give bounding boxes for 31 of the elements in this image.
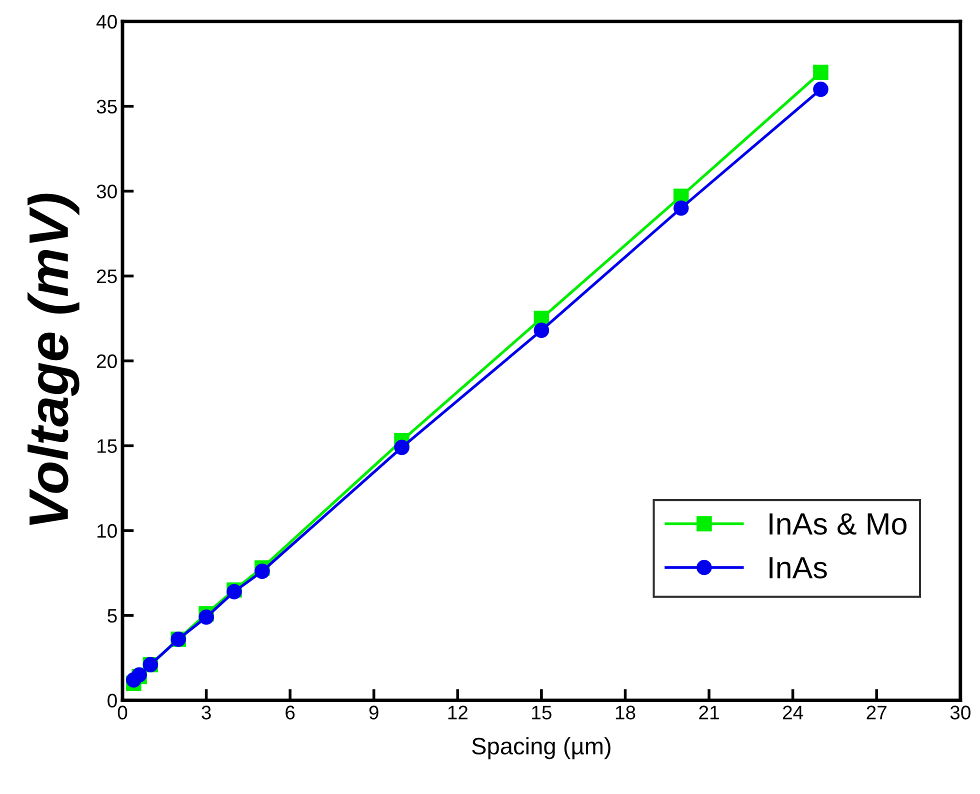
x-tick-label: 30: [950, 706, 970, 720]
x-tick-label: 21: [699, 706, 719, 720]
point: [534, 322, 550, 338]
y-axis-title: Voltage (mV): [28, 194, 80, 525]
y-tick-label: 10: [97, 524, 117, 538]
point: [813, 64, 828, 80]
point: [394, 440, 410, 456]
y-tick-label: 35: [96, 100, 117, 114]
x-tick-label: 18: [616, 706, 636, 720]
point: [198, 610, 214, 625]
x-tick-label: 27: [866, 706, 886, 720]
x-tick-label: 6: [286, 706, 295, 720]
y-tick-label: 30: [96, 184, 117, 198]
x-tick-label: 3: [202, 706, 211, 720]
y-tick-label: 40: [96, 14, 117, 29]
legend-label: InAs & Mo: [770, 513, 906, 535]
x-tick-label: 0: [118, 706, 128, 720]
x-tick-label: 24: [782, 706, 804, 720]
x-tick-label: 15: [532, 706, 552, 720]
y-tick-label: 5: [108, 609, 117, 623]
point: [254, 564, 270, 579]
legend-label: InAs: [770, 557, 827, 579]
y-tick-label: 15: [97, 439, 117, 453]
y-tick-label: 20: [96, 354, 117, 368]
point: [673, 200, 689, 216]
x-tick-label: 12: [448, 706, 468, 720]
y-tick-label: 25: [96, 269, 117, 284]
x-tick-label: 9: [369, 706, 378, 720]
x-axis-title: Spacing (µm): [472, 737, 610, 760]
point: [813, 82, 828, 97]
y-tick-label: 0: [108, 694, 117, 708]
